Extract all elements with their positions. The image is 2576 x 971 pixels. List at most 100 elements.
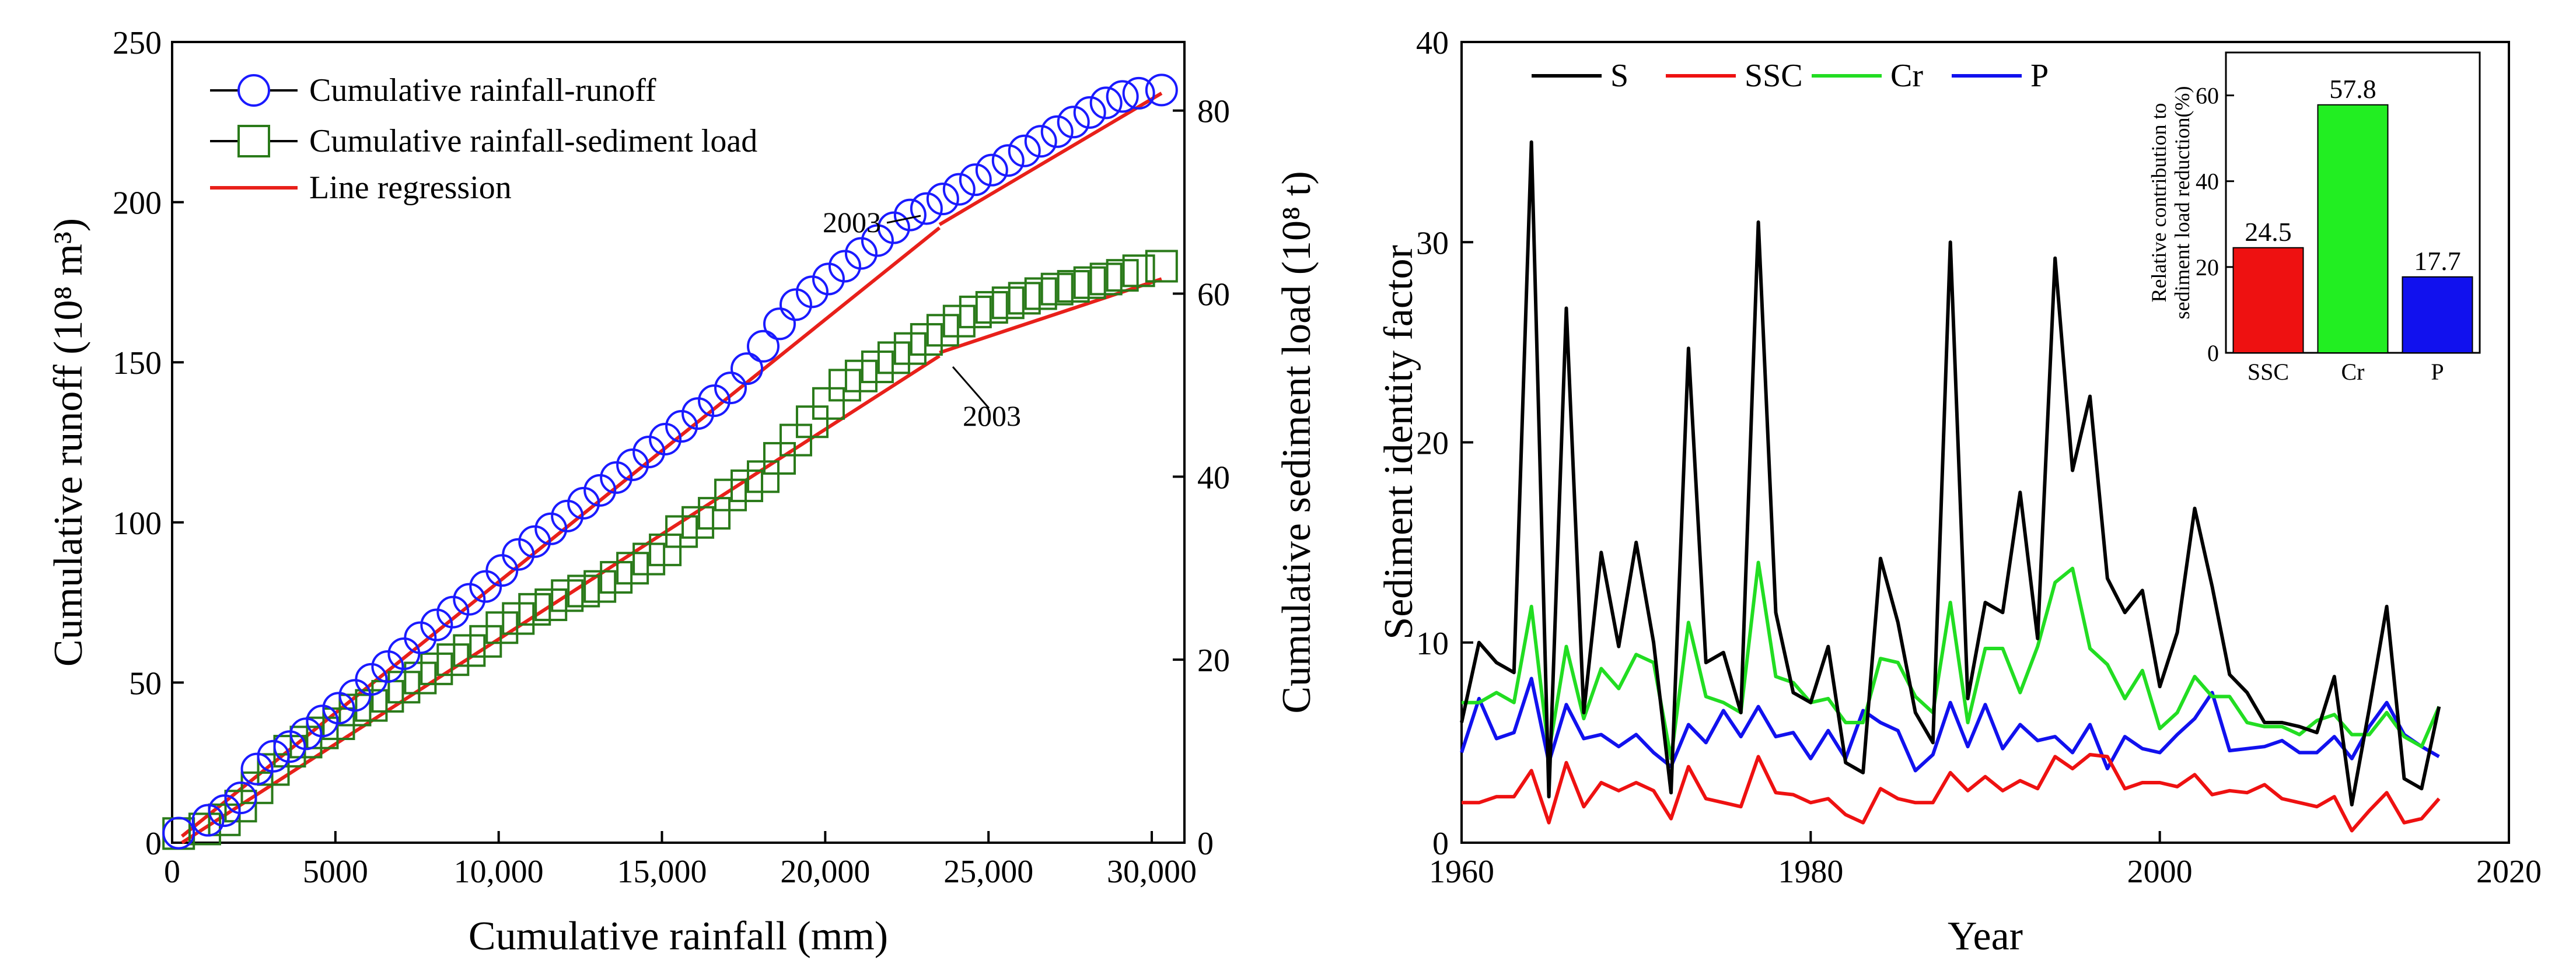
runoff-circle-marker bbox=[502, 538, 535, 571]
inset-bar-p bbox=[2402, 276, 2473, 353]
runoff-circle-marker bbox=[975, 153, 1008, 187]
y-right-tick-label: 60 bbox=[1197, 277, 1230, 313]
runoff-circle-marker bbox=[1008, 134, 1041, 167]
inset-y-axis-label-line1: Relative contribution to bbox=[2147, 103, 2170, 303]
annotation-2003-sediment: 2003 bbox=[963, 399, 1021, 432]
runoff-circle-marker bbox=[208, 794, 241, 828]
regression-line bbox=[938, 92, 1163, 226]
inset-y-tick-label: 0 bbox=[2207, 340, 2219, 366]
inset-bar-cr bbox=[2317, 104, 2389, 353]
legend-label-cr: Cr bbox=[1890, 58, 1923, 94]
y-left-axis-label: Cumulative runoff (10⁸ m³) bbox=[46, 218, 91, 667]
y-right-tick-label: 40 bbox=[1197, 460, 1230, 496]
inset-x-tick-label: P bbox=[2431, 359, 2444, 385]
y-tick-label: 0 bbox=[1432, 826, 1449, 862]
inset-bar-value-label: 57.8 bbox=[2329, 74, 2376, 104]
legend-sediment-marker bbox=[237, 125, 270, 157]
runoff-circle-marker bbox=[306, 704, 339, 738]
x-tick-label: 1980 bbox=[1778, 854, 1843, 890]
runoff-circle-marker bbox=[1089, 86, 1123, 120]
annotation-arrow bbox=[952, 366, 990, 409]
runoff-circle-marker bbox=[1024, 125, 1057, 158]
runoff-circle-marker bbox=[240, 752, 274, 786]
runoff-circle-marker bbox=[779, 288, 812, 321]
runoff-circle-marker bbox=[795, 275, 829, 309]
y-left-tick-label: 250 bbox=[113, 25, 162, 61]
runoff-circle-marker bbox=[812, 262, 845, 296]
y-tick-label: 20 bbox=[1416, 426, 1449, 462]
runoff-circle-marker bbox=[583, 474, 617, 507]
runoff-circle-marker bbox=[551, 499, 584, 532]
runoff-circle-marker bbox=[665, 410, 698, 443]
legend-regression-label: Line regression bbox=[309, 170, 512, 206]
runoff-circle-marker bbox=[959, 163, 992, 197]
runoff-circle-marker bbox=[1106, 80, 1139, 113]
runoff-circle-marker bbox=[861, 224, 894, 257]
plot-frame bbox=[171, 41, 1186, 844]
runoff-circle-marker bbox=[162, 816, 195, 850]
runoff-circle-marker bbox=[518, 525, 551, 558]
inset-bar-value-label: 17.7 bbox=[2414, 246, 2461, 276]
y-right-tick-label: 20 bbox=[1197, 643, 1230, 679]
series-line-ssc bbox=[1462, 753, 2441, 833]
x-tick-label: 0 bbox=[164, 854, 180, 890]
inset-y-tick-label: 40 bbox=[2196, 169, 2219, 195]
runoff-circle-marker bbox=[698, 384, 731, 418]
inset-x-tick-label: SSC bbox=[2248, 359, 2289, 385]
runoff-circle-marker bbox=[730, 352, 764, 385]
runoff-circle-marker bbox=[844, 237, 878, 270]
runoff-circle-marker bbox=[910, 192, 943, 225]
runoff-circle-marker bbox=[453, 583, 486, 616]
runoff-circle-marker bbox=[926, 183, 959, 216]
y-right-axis-label: Cumulative sediment load (10⁸ t) bbox=[1274, 171, 1319, 713]
runoff-circle-marker bbox=[257, 739, 290, 773]
legend-label-ssc: SSC bbox=[1745, 58, 1803, 94]
right-chart-panel: 1960 1980 2000 2020 0 10 20 30 40 Year Sediment id… bbox=[1376, 25, 2542, 959]
sediment-square-marker bbox=[1122, 254, 1155, 288]
y-left-tick-label: 50 bbox=[129, 665, 162, 702]
runoff-circle-marker bbox=[436, 595, 470, 629]
runoff-circle-marker bbox=[224, 781, 257, 815]
legend-runoff-label: Cumulative rainfall-runoff bbox=[309, 72, 656, 108]
y-left-tick-label: 150 bbox=[113, 345, 162, 381]
runoff-circle-marker bbox=[714, 371, 747, 405]
runoff-circle-marker bbox=[420, 608, 453, 642]
x-tick-label: 10,000 bbox=[454, 854, 544, 890]
series-line-s bbox=[1460, 140, 2441, 807]
regression-line bbox=[181, 354, 941, 844]
runoff-circle-marker bbox=[1145, 73, 1178, 107]
x-tick-label: 1960 bbox=[1429, 854, 1494, 890]
runoff-circle-marker bbox=[534, 512, 568, 545]
inset-x-tick-label: Cr bbox=[2341, 359, 2365, 385]
y-right-tick-label: 0 bbox=[1197, 826, 1214, 862]
runoff-circle-marker bbox=[355, 662, 388, 696]
runoff-circle-marker bbox=[877, 211, 910, 244]
runoff-circle-marker bbox=[649, 423, 682, 456]
series-line-p bbox=[1460, 676, 2440, 773]
runoff-circle-marker bbox=[616, 448, 649, 481]
y-axis-label: Sediment identity factor bbox=[1376, 245, 1421, 639]
runoff-circle-marker bbox=[191, 804, 225, 837]
runoff-circle-marker bbox=[567, 486, 600, 520]
runoff-circle-marker bbox=[747, 329, 780, 363]
runoff-circle-marker bbox=[322, 692, 355, 725]
inset-y-tick-label: 20 bbox=[2196, 254, 2219, 281]
sediment-square-marker bbox=[1145, 250, 1178, 283]
runoff-circle-marker bbox=[763, 307, 796, 341]
inset-y-axis-label-line2: sediment load reduction(%) bbox=[2170, 86, 2194, 320]
y-left-tick-label: 0 bbox=[145, 826, 162, 862]
runoff-circle-marker bbox=[828, 250, 861, 283]
inset-y-tick-label: 60 bbox=[2196, 83, 2219, 109]
runoff-circle-marker bbox=[1040, 115, 1074, 148]
runoff-circle-marker bbox=[1122, 76, 1155, 110]
x-tick-label: 2020 bbox=[2476, 854, 2542, 890]
legend-label-p: P bbox=[2030, 58, 2049, 94]
runoff-circle-marker bbox=[681, 397, 715, 430]
runoff-circle-marker bbox=[1057, 106, 1090, 139]
runoff-circle-marker bbox=[1073, 96, 1106, 129]
runoff-circle-marker bbox=[404, 621, 437, 654]
x-tick-label: 2000 bbox=[2127, 854, 2193, 890]
left-chart-panel: 0 5000 10,000 15,000 20,000 25,000 30,00005010… bbox=[46, 25, 1319, 959]
y-right-tick-label: 80 bbox=[1197, 94, 1230, 130]
y-tick-label: 40 bbox=[1416, 25, 1449, 61]
